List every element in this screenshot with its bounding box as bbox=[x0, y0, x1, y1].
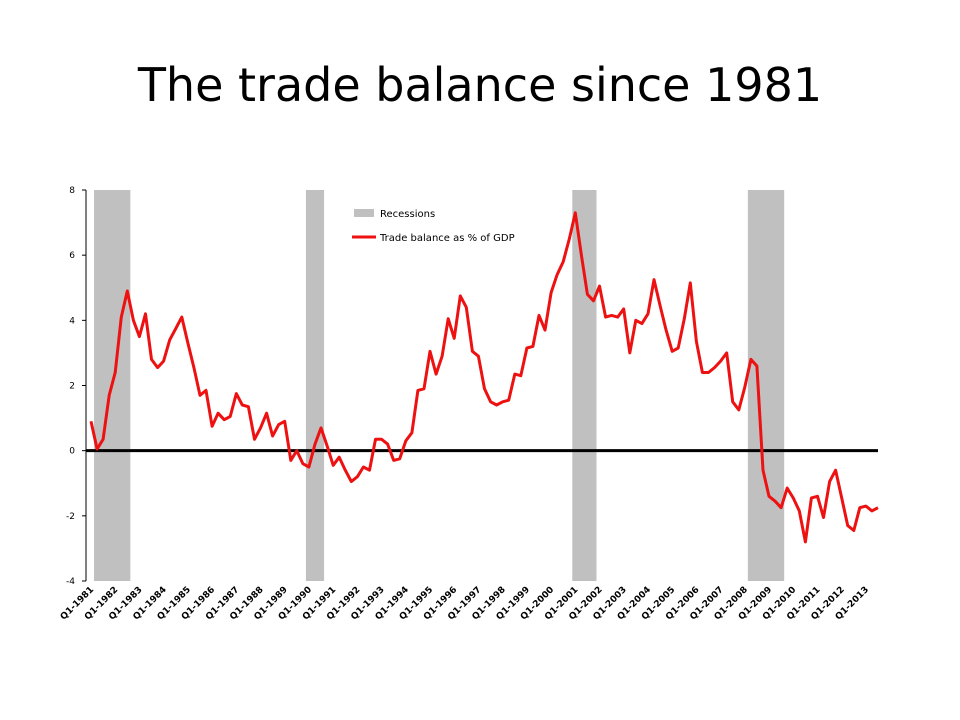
x-axis-labels: Q1-1981Q1-1982Q1-1983Q1-1984Q1-1985Q1-19… bbox=[59, 585, 871, 622]
legend: Recessions Trade balance as % of GDP bbox=[352, 209, 515, 244]
y-tick-label: 8 bbox=[69, 186, 75, 196]
recession-band-4 bbox=[747, 190, 785, 581]
y-tick-label: -4 bbox=[66, 577, 75, 587]
series-layer bbox=[89, 211, 879, 544]
y-tick-label: 4 bbox=[69, 316, 75, 326]
trade-balance-line bbox=[89, 211, 879, 544]
recession-band-3 bbox=[572, 190, 597, 581]
recession-band-2 bbox=[305, 190, 325, 581]
y-tick-label: 0 bbox=[69, 447, 75, 457]
legend-recessions-swatch bbox=[354, 209, 374, 217]
y-tick-label: 2 bbox=[69, 382, 75, 392]
y-axis: -4 -2 0 2 4 6 8 bbox=[66, 186, 87, 587]
legend-recessions-label: Recessions bbox=[380, 209, 435, 220]
page-title: The trade balance since 1981 bbox=[137, 58, 823, 112]
legend-line-label: Trade balance as % of GDP bbox=[379, 233, 515, 244]
y-tick-label: 6 bbox=[69, 251, 75, 261]
y-tick-label: -2 bbox=[66, 512, 75, 522]
